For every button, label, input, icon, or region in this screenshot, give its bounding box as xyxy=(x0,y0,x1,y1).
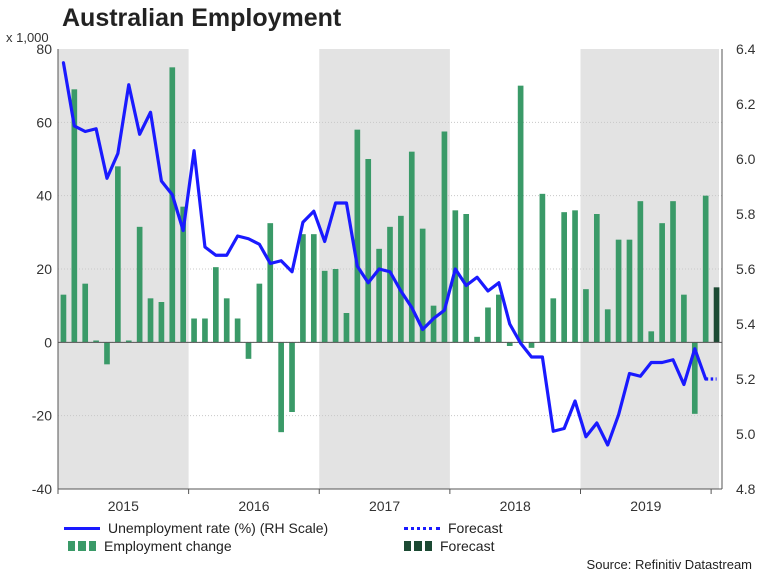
legend-rate: Unemployment rate (%) (RH Scale) xyxy=(64,520,328,536)
right-tick-label: 6.2 xyxy=(736,96,756,112)
bar-employment-45 xyxy=(550,298,557,343)
legend-employment: Employment change xyxy=(68,538,232,554)
bar-employment-43 xyxy=(528,342,535,348)
bar-employment-47 xyxy=(572,210,578,343)
bar-employment-21 xyxy=(289,342,295,412)
bar-employment-40 xyxy=(496,294,502,343)
bar-employment-6 xyxy=(125,340,132,343)
legend-employment-forecast: Forecast xyxy=(404,538,494,554)
legend-employment-forecast-label: Forecast xyxy=(440,538,495,554)
legend-rate-label: Unemployment rate (%) (RH Scale) xyxy=(108,520,329,536)
right-tick-label: 4.8 xyxy=(736,481,756,497)
left-tick-label: -40 xyxy=(32,481,52,497)
bar-employment-2 xyxy=(82,283,89,343)
left-tick-label: -20 xyxy=(32,408,52,424)
bar-employment-19 xyxy=(267,223,274,343)
bar-employment-29 xyxy=(376,248,382,343)
left-axis-unit-label: x 1,000 xyxy=(6,30,49,45)
bar-employment-11 xyxy=(180,206,187,343)
bar-employment-14 xyxy=(213,267,219,343)
left-tick-label: 40 xyxy=(36,188,52,204)
bar-employment-7 xyxy=(136,226,143,343)
left-tick-label: 80 xyxy=(36,41,52,57)
bar-employment-59 xyxy=(702,195,709,343)
right-tick-label: 5.6 xyxy=(736,261,756,277)
bar-employment-22 xyxy=(300,234,306,343)
bar-employment-35 xyxy=(441,131,448,343)
bar-employment-1 xyxy=(71,89,78,343)
bar-employment-28 xyxy=(365,159,372,343)
legend-rate-forecast-label: Forecast xyxy=(448,520,503,536)
bar-employment-31 xyxy=(398,215,404,343)
line-unemployment-rate xyxy=(61,61,708,447)
bar-employment-38 xyxy=(474,336,480,343)
bar-employment-8 xyxy=(147,298,154,343)
bar-employment-55 xyxy=(659,223,665,343)
bar-employment-49 xyxy=(593,214,600,343)
right-tick-label: 6.0 xyxy=(736,151,756,167)
bar-employment-17 xyxy=(245,342,252,359)
bar-employment-27 xyxy=(354,129,361,343)
legend-employment-forecast-swatch xyxy=(404,541,432,551)
bar-employment-44 xyxy=(539,193,546,343)
bar-employment-32 xyxy=(408,151,415,343)
bar-employment-0 xyxy=(60,294,67,343)
legend-employment-swatch xyxy=(68,541,96,551)
bar-employment-10 xyxy=(169,67,176,343)
bar-employment-42 xyxy=(517,85,524,343)
legend-rate-forecast: Forecast xyxy=(404,520,502,536)
x-tick-label-2016: 2016 xyxy=(238,498,269,514)
bar-employment-26 xyxy=(343,313,350,343)
bar-employment-15 xyxy=(223,298,230,343)
bar-employment-5 xyxy=(115,166,121,343)
bar-employment-4 xyxy=(104,342,110,365)
bar-employment-18 xyxy=(256,283,263,343)
bar-employment-41 xyxy=(506,342,513,346)
bar-employment-58 xyxy=(691,342,698,414)
bar-employment-52 xyxy=(626,239,633,343)
left-tick-label: 20 xyxy=(36,261,52,277)
bar-employment-53 xyxy=(637,201,644,343)
legend-rate-swatch xyxy=(64,526,100,530)
right-tick-label: 5.4 xyxy=(736,316,756,332)
x-tick-label-2018: 2018 xyxy=(500,498,531,514)
bar-employment-30 xyxy=(387,226,393,343)
bar-employment-33 xyxy=(419,228,426,343)
legend-employment-label: Employment change xyxy=(104,538,232,554)
bar-employment-forecast xyxy=(713,287,720,343)
bar-employment-56 xyxy=(670,201,676,343)
bar-employment-37 xyxy=(463,214,470,343)
bar-employment-25 xyxy=(332,269,339,343)
right-tick-label: 6.4 xyxy=(736,41,756,57)
bar-employment-9 xyxy=(158,302,165,343)
bar-employment-20 xyxy=(278,342,284,433)
bar-employment-46 xyxy=(561,212,567,343)
bar-employment-13 xyxy=(202,318,208,343)
left-tick-label: 0 xyxy=(44,334,52,350)
bar-employment-39 xyxy=(485,307,491,343)
bar-employment-36 xyxy=(452,210,459,343)
bar-employment-48 xyxy=(583,289,589,343)
legend-rate-forecast-swatch xyxy=(404,526,440,530)
bar-employment-12 xyxy=(191,318,197,343)
right-tick-label: 5.2 xyxy=(736,371,756,387)
bar-employment-3 xyxy=(93,340,99,343)
bar-employment-57 xyxy=(681,294,687,343)
bar-employment-16 xyxy=(234,318,241,343)
x-tick-label-2019: 2019 xyxy=(630,498,661,514)
left-tick-label: 60 xyxy=(36,114,52,130)
x-tick-label-2015: 2015 xyxy=(108,498,139,514)
x-tick-label-2017: 2017 xyxy=(369,498,400,514)
right-tick-label: 5.8 xyxy=(736,206,756,222)
bar-employment-51 xyxy=(615,239,622,343)
bar-employment-24 xyxy=(321,270,328,343)
bar-employment-23 xyxy=(310,234,317,343)
bar-employment-34 xyxy=(430,305,437,343)
bar-employment-54 xyxy=(648,331,655,343)
bar-employment-50 xyxy=(604,309,611,343)
right-tick-label: 5.0 xyxy=(736,426,756,442)
source-note: Source: Refinitiv Datastream xyxy=(586,557,752,572)
chart-title: Australian Employment xyxy=(62,4,342,32)
